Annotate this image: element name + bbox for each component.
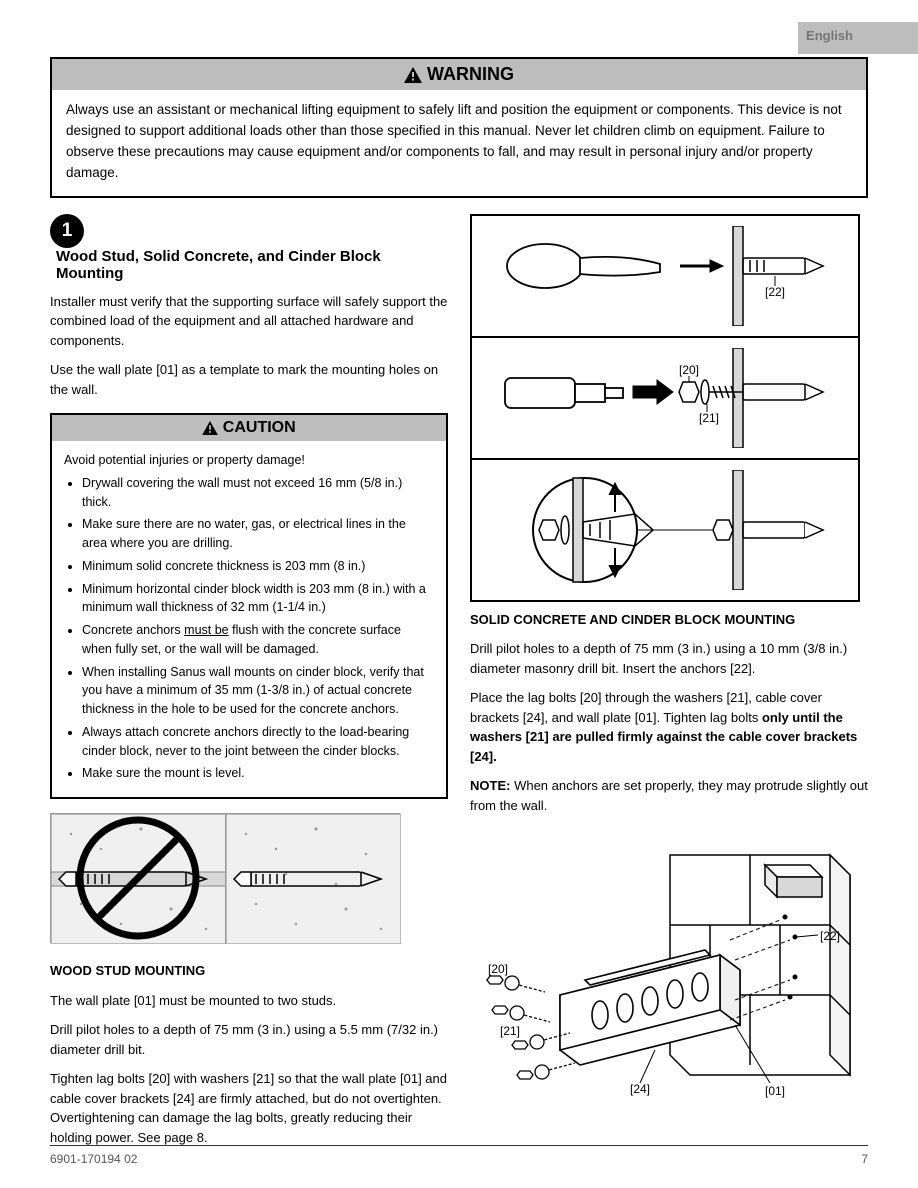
caution-item: Drywall covering the wall must not excee… <box>82 474 434 512</box>
caution-item: Minimum horizontal cinder block width is… <box>82 580 434 618</box>
label-21: [21] <box>500 1024 520 1038</box>
caution-item: Concrete anchors must be flush with the … <box>82 621 434 659</box>
anchor-install-diagram: [22] <box>470 214 860 602</box>
step-heading: 1 Wood Stud, Solid Concrete, and Cinder … <box>50 214 448 282</box>
label-24: [24] <box>630 1082 650 1096</box>
cinderblock-diagram: [20] [21] [24] [01] [22] <box>470 825 868 1120</box>
wood-stud-p1: The wall plate [01] must be mounted to t… <box>50 991 448 1011</box>
warning-header: WARNING <box>52 59 866 90</box>
step-number: 1 <box>50 214 84 248</box>
step-p1: Installer must verify that the supportin… <box>50 292 448 351</box>
prohibit-icon <box>73 813 203 943</box>
page-number: 7 <box>861 1152 868 1166</box>
page-footer: 6901-170194 02 7 <box>50 1145 868 1166</box>
caution-header: CAUTION <box>52 415 446 441</box>
step-p2: Use the wall plate [01] as a template to… <box>50 360 448 399</box>
wood-stud-p3: Tighten lag bolts [20] with washers [21]… <box>50 1069 448 1147</box>
caution-item: When installing Sanus wall mounts on cin… <box>82 663 434 719</box>
warning-body: Always use an assistant or mechanical li… <box>52 90 866 196</box>
warning-box-top: WARNING Always use an assistant or mecha… <box>50 57 868 198</box>
wood-stud-heading: WOOD STUD MOUNTING <box>50 961 448 981</box>
wood-stud-p2: Drill pilot holes to a depth of 75 mm (3… <box>50 1020 448 1059</box>
caution-item: Make sure there are no water, gas, or el… <box>82 515 434 553</box>
warning-title: WARNING <box>427 64 514 84</box>
concrete-p1: Drill pilot holes to a depth of 75 mm (3… <box>470 639 868 678</box>
doc-code: 6901-170194 02 <box>50 1152 137 1166</box>
concrete-note: NOTE: When anchors are set properly, the… <box>470 776 868 815</box>
caution-item: Make sure the mount is level. <box>82 764 434 783</box>
label-22: [22] <box>765 285 785 299</box>
step-title: Wood Stud, Solid Concrete, and Cinder Bl… <box>56 248 448 282</box>
warning-icon <box>404 67 422 83</box>
anchor-placement-diagram <box>50 813 448 943</box>
label-21: [21] <box>699 411 719 425</box>
concrete-p2: Place the lag bolts [20] through the was… <box>470 688 868 766</box>
caution-box: CAUTION Avoid potential injuries or prop… <box>50 413 448 799</box>
warning-icon <box>202 421 218 435</box>
label-01: [01] <box>765 1084 785 1098</box>
language-label: English <box>50 20 868 43</box>
label-20: [20] <box>488 962 508 976</box>
caution-intro: Avoid potential injuries or property dam… <box>64 451 434 470</box>
caution-item: Minimum solid concrete thickness is 203 … <box>82 557 434 576</box>
concrete-heading: SOLID CONCRETE AND CINDER BLOCK MOUNTING <box>470 610 868 630</box>
label-22: [22] <box>820 929 840 943</box>
caution-list: Drywall covering the wall must not excee… <box>82 474 434 783</box>
caution-title: CAUTION <box>223 419 296 436</box>
caution-item: Always attach concrete anchors directly … <box>82 723 434 761</box>
label-20: [20] <box>679 363 699 377</box>
